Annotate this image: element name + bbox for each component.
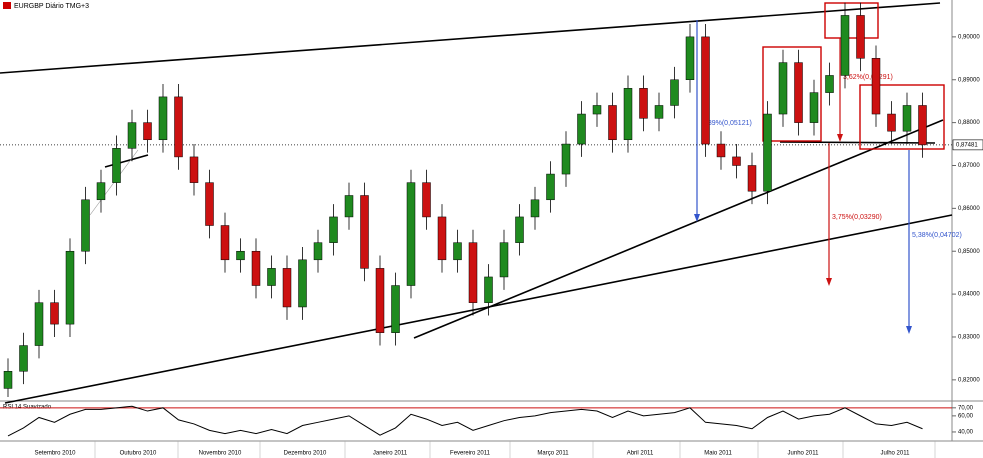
- candle-body: [887, 113, 896, 132]
- candle-body: [530, 199, 540, 218]
- candle-body: [375, 268, 385, 333]
- annotation: 3,62%(0,03291): [843, 74, 893, 81]
- candle-body: [453, 242, 462, 261]
- y-tick-label: 0,88000: [958, 120, 980, 126]
- candle-body: [65, 250, 75, 325]
- rsi-tick-label: 70,00: [958, 405, 974, 411]
- candle-body: [143, 122, 152, 141]
- candle-body: [747, 165, 757, 192]
- candle-body: [3, 371, 13, 389]
- candle-body: [127, 122, 137, 149]
- candle-body: [608, 105, 617, 141]
- month-label: Junho 2011: [788, 451, 820, 457]
- month-label: Abril 2011: [627, 451, 654, 457]
- y-tick-label: 0,86000: [958, 206, 980, 212]
- candle-body: [794, 62, 803, 123]
- candle-body: [112, 148, 121, 183]
- candle-body: [81, 199, 90, 252]
- candle-body: [236, 250, 245, 261]
- candle-body: [329, 216, 338, 243]
- month-label: Fevereiro 2011: [450, 451, 491, 457]
- rsi-line: [7, 405, 923, 437]
- month-label: Outubro 2010: [120, 451, 157, 457]
- candle-body: [561, 143, 571, 175]
- candle-body: [391, 285, 400, 333]
- month-label: Dezembro 2010: [284, 451, 327, 457]
- candle-body: [19, 345, 28, 372]
- last-price-label: 0,87481: [956, 142, 978, 148]
- annotation: 3,75%(0,03290): [832, 214, 882, 221]
- candle-body: [592, 105, 602, 115]
- target-arrows: [694, 20, 912, 334]
- trend-lines: [0, 2, 953, 404]
- rsi-tick-label: 60,00: [958, 413, 974, 419]
- candle-body: [701, 36, 710, 145]
- rsi-tick-label: 40,00: [958, 430, 974, 436]
- candle-body: [267, 268, 276, 286]
- y-tick-label: 0,85000: [958, 249, 980, 255]
- candle-body: [499, 242, 509, 278]
- candle-body: [437, 216, 447, 261]
- candle-body: [34, 302, 44, 346]
- candle-body: [205, 182, 214, 226]
- month-label: Setembro 2010: [34, 451, 76, 457]
- candle-body: [344, 195, 354, 218]
- candle-body: [515, 216, 524, 243]
- candle-body: [406, 182, 416, 286]
- symbol-icon: [3, 2, 11, 9]
- candle-body: [220, 225, 230, 261]
- candle-body: [484, 276, 493, 303]
- annotation: 5,89%(0,05121): [702, 120, 752, 127]
- y-tick-label: 0,87000: [958, 163, 980, 169]
- y-tick-label: 0,83000: [958, 335, 980, 341]
- candle-body: [778, 62, 788, 115]
- month-label: Maio 2011: [704, 451, 732, 457]
- candle-body: [282, 268, 292, 308]
- candle-body: [422, 182, 431, 218]
- y-tick-label: 0,89000: [958, 77, 980, 83]
- candle-body: [856, 15, 865, 59]
- candle-body: [158, 96, 168, 141]
- candle-body: [546, 173, 555, 201]
- month-label: Novembro 2010: [199, 451, 242, 457]
- candle-body: [732, 156, 741, 166]
- candle-body: [189, 156, 199, 183]
- candle-body: [654, 105, 664, 119]
- candle-body: [902, 105, 912, 132]
- month-label: Janeiro 2011: [373, 451, 408, 457]
- candle-body: [871, 58, 881, 115]
- candle-body: [577, 113, 586, 145]
- y-tick-label: 0,90000: [958, 34, 980, 40]
- candle-body: [809, 92, 819, 123]
- candle-body: [298, 259, 307, 308]
- month-label: Julho 2011: [881, 451, 911, 457]
- month-label: Março 2011: [537, 451, 569, 457]
- candle-body: [360, 195, 369, 269]
- candle-body: [685, 36, 695, 80]
- candle-body: [50, 302, 59, 325]
- candle-body: [639, 88, 648, 119]
- y-tick-label: 0,82000: [958, 377, 980, 383]
- candle-body: [763, 113, 772, 192]
- last-price-box: [952, 139, 983, 151]
- candle-body: [623, 88, 633, 141]
- candle-body: [251, 250, 261, 286]
- chart-title: EURGBP Diário TMG+3: [14, 3, 89, 10]
- candle-body: [918, 105, 927, 146]
- candle-body: [174, 96, 183, 158]
- annotation: 5,38%(0,04702): [912, 232, 962, 239]
- y-tick-label: 0,84000: [958, 292, 980, 298]
- candle-body: [825, 75, 834, 93]
- candle-body: [468, 242, 478, 303]
- pattern-boxes: [762, 2, 945, 150]
- candle-body: [670, 79, 679, 106]
- candle-body: [313, 242, 323, 261]
- candle-body: [840, 15, 850, 76]
- candle-body: [96, 182, 106, 201]
- candle-body: [716, 143, 726, 158]
